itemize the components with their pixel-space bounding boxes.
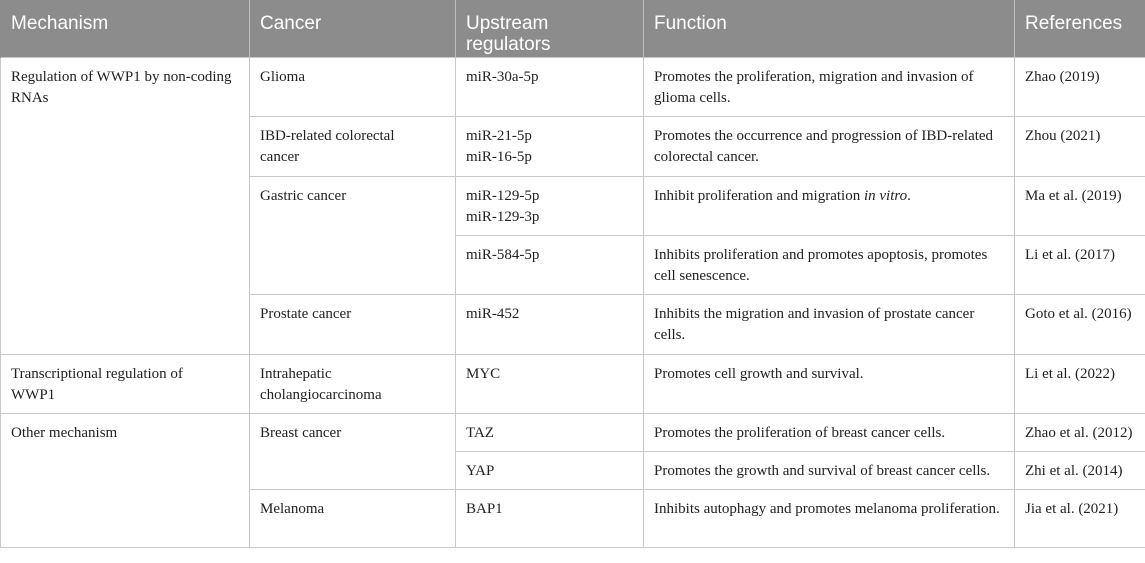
regulator: miR-30a-5p — [466, 68, 539, 85]
regulator: miR-129-3p — [466, 208, 540, 225]
header-references: References — [1014, 0, 1145, 57]
function-cell: Promotes the proliferation, migration an… — [643, 56, 1015, 117]
regulator: miR-584-5p — [466, 246, 540, 263]
reference-cell: Li et al. (2022) — [1014, 353, 1145, 414]
cancer-cell: Intrahepatic cholangiocarcinoma — [249, 353, 456, 414]
regulators-cell: YAP — [455, 450, 644, 490]
function-cell: Promotes cell growth and survival. — [643, 353, 1015, 414]
regulators-cell: miR-584-5p — [455, 234, 644, 295]
regulator: TAZ — [466, 424, 494, 441]
regulators-cell: miR-129-5p miR-129-3p — [455, 175, 644, 236]
mechanism-cell: Transcriptional regulation of WWP1 — [0, 353, 250, 414]
table-row: Other mechanism Breast cancer TAZ Promot… — [0, 412, 1145, 548]
table-row: Regulation of WWP1 by non-coding RNAs Gl… — [0, 56, 1145, 355]
regulator: miR-452 — [466, 305, 520, 322]
cancer-cell: Melanoma — [249, 488, 456, 548]
reference-cell: Goto et al. (2016) — [1014, 293, 1145, 355]
table-row: Melanoma BAP1 Inhibits autophagy and pro… — [1, 488, 1145, 548]
regulator: BAP1 — [466, 500, 503, 517]
function-cell: Inhibits proliferation and promotes apop… — [643, 234, 1015, 295]
header-mechanism: Mechanism — [0, 0, 250, 57]
regulator: MYC — [466, 365, 501, 382]
cancer-cell: Breast cancer — [249, 412, 456, 490]
regulators-cell: TAZ — [455, 412, 644, 452]
table-row: Gastric cancer miR-129-5p miR-129-3p Inh… — [1, 175, 1145, 295]
function-italic-text: in vitro — [863, 187, 908, 204]
reference-cell: Zhi et al. (2014) — [1014, 450, 1145, 490]
regulators-cell: MYC — [455, 353, 644, 414]
regulator: YAP — [466, 462, 495, 479]
regulator: miR-21-5p — [466, 127, 532, 144]
regulators-cell: miR-452 — [455, 293, 644, 355]
header-cancer: Cancer — [249, 0, 456, 57]
mechanism-cell: Other mechanism — [0, 412, 250, 548]
function-cell: Inhibits the migration and invasion of p… — [643, 293, 1015, 355]
function-cell: Promotes the growth and survival of brea… — [643, 450, 1015, 490]
reference-cell: Li et al. (2017) — [1014, 234, 1145, 295]
function-suffix: . — [907, 187, 911, 204]
function-cell: Inhibits autophagy and promotes melanoma… — [643, 488, 1015, 548]
regulators-cell: BAP1 — [455, 488, 644, 548]
function-cell: Promotes the proliferation of breast can… — [643, 412, 1015, 452]
regulators-cell: miR-30a-5p — [455, 56, 644, 117]
cancer-cell: Prostate cancer — [249, 293, 456, 355]
reference-cell: Zhou (2021) — [1014, 115, 1145, 177]
regulator: miR-129-5p — [466, 187, 540, 204]
table-row: Prostate cancer miR-452 Inhibits the mig… — [1, 293, 1145, 355]
header-row: Mechanism Cancer Upstream regulators Fun… — [0, 0, 1145, 57]
regulators-cell: miR-21-5p miR-16-5p — [455, 115, 644, 177]
wwp1-regulation-table: Mechanism Cancer Upstream regulators Fun… — [0, 0, 1145, 548]
table-row: YAP Promotes the growth and survival of … — [1, 450, 1145, 490]
table-row: miR-584-5p Inhibits proliferation and pr… — [1, 234, 1145, 295]
header-function: Function — [643, 0, 1015, 57]
header-upstream-regulators: Upstream regulators — [455, 0, 644, 57]
table-row: Transcriptional regulation of WWP1 Intra… — [0, 353, 1145, 414]
table-row: IBD-related colorectal cancer miR-21-5p … — [1, 115, 1145, 177]
regulator: miR-16-5p — [466, 148, 532, 165]
reference-cell: Ma et al. (2019) — [1014, 175, 1145, 236]
reference-cell: Zhao et al. (2012) — [1014, 412, 1145, 452]
cancer-cell: IBD-related colorectal cancer — [249, 115, 456, 177]
mechanism-cell: Regulation of WWP1 by non-coding RNAs — [0, 56, 250, 355]
reference-cell: Jia et al. (2021) — [1014, 488, 1145, 548]
function-text: Inhibit proliferation and migration — [654, 187, 864, 204]
cancer-cell: Glioma — [249, 56, 456, 117]
function-cell: Promotes the occurrence and progression … — [643, 115, 1015, 177]
function-cell: Inhibit proliferation and migration in v… — [643, 175, 1015, 236]
cancer-cell: Gastric cancer — [249, 175, 456, 295]
reference-cell: Zhao (2019) — [1014, 56, 1145, 117]
